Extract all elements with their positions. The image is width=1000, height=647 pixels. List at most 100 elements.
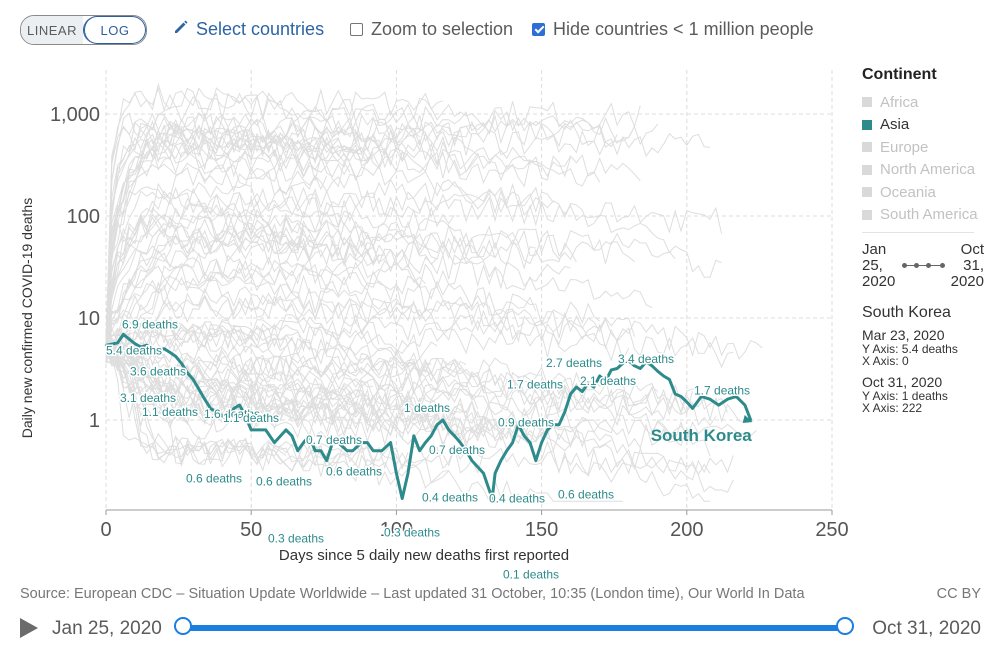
linear-scale-button[interactable]: LINEAR (21, 16, 83, 44)
data-point (221, 414, 224, 417)
legend-item-oceania[interactable]: Oceania (862, 181, 992, 204)
hide-small-countries-toggle[interactable]: Hide countries < 1 million people (532, 16, 814, 42)
x-tick-label: 200 (670, 519, 703, 541)
data-point (284, 428, 288, 432)
legend-item-asia[interactable]: Asia (862, 114, 992, 137)
time-range-indicator: Jan 25, 2020 Oct 31, 2020 (862, 242, 992, 294)
pencil-icon (172, 18, 190, 41)
play-icon[interactable] (20, 618, 38, 638)
data-point (264, 428, 267, 432)
background-country-line (105, 82, 618, 362)
data-annotation: 0.4 deaths (422, 491, 478, 505)
data-point (430, 434, 433, 437)
data-point (674, 392, 677, 396)
data-point (557, 423, 561, 426)
background-country-line (105, 319, 711, 457)
data-point (372, 449, 375, 452)
zoom-label: Zoom to selection (371, 18, 514, 39)
hover-point-start: Mar 23, 2020 Y Axis: 5.4 deaths X Axis: … (862, 328, 992, 368)
hide-small-label: Hide countries < 1 million people (553, 18, 814, 39)
axes: 0 50 100 150 200 250 1 10 100 1,000 (50, 104, 849, 541)
data-point (735, 395, 738, 398)
x-tick-label: 0 (100, 519, 111, 541)
data-point (128, 338, 131, 341)
timeline-end-handle[interactable] (836, 617, 854, 635)
data-point (345, 449, 349, 452)
data-annotation: 2.1 deaths (580, 374, 636, 388)
background-country-line (105, 344, 745, 424)
scale-toggle: LINEAR LOG (20, 15, 147, 45)
timeline-track[interactable] (183, 625, 845, 631)
zoom-to-selection-toggle[interactable]: Zoom to selection (350, 16, 513, 42)
data-point (244, 414, 247, 417)
background-country-line (105, 86, 444, 342)
background-country-line (105, 213, 676, 346)
hover-y: Y Axis: 1 deaths (862, 389, 948, 403)
y-tick-label: 10 (78, 308, 100, 330)
hide-small-checkbox[interactable] (532, 22, 545, 36)
data-point (453, 434, 456, 437)
legend-swatch (862, 164, 872, 175)
data-point (639, 367, 642, 370)
hover-country: South Korea (862, 304, 951, 321)
legend-item-europe[interactable]: Europe (862, 136, 992, 159)
background-country-line (105, 277, 763, 360)
data-point (644, 360, 648, 364)
legend-item-north-america[interactable]: North America (862, 159, 992, 182)
data-annotation: 1.7 deaths (694, 383, 750, 397)
legend-label: Europe (880, 138, 929, 156)
time-dot (902, 263, 907, 268)
background-country-line (105, 328, 293, 362)
hover-y: Y Axis: 5.4 deaths (862, 342, 958, 356)
data-point (250, 428, 253, 432)
data-annotation: 1.1 deaths (223, 411, 279, 425)
data-point (226, 418, 230, 422)
background-country-line (105, 340, 450, 484)
background-country-line (105, 339, 339, 472)
data-point (586, 381, 590, 385)
data-point (592, 385, 596, 389)
data-point (401, 497, 404, 500)
hover-x: X Axis: 0 (862, 354, 909, 368)
data-point (546, 428, 549, 432)
background-country-line (105, 263, 601, 350)
background-country-line (105, 198, 351, 360)
log-scale-button[interactable]: LOG (83, 16, 146, 44)
y-tick-label: 100 (67, 206, 100, 228)
data-point (290, 434, 294, 437)
legend-item-africa[interactable]: Africa (862, 91, 992, 114)
data-point (157, 349, 160, 352)
background-country-line (105, 235, 577, 360)
background-country-line (105, 341, 711, 476)
data-annotation: 0.4 deaths (489, 492, 545, 506)
select-countries-button[interactable]: Select countries (172, 16, 324, 42)
zoom-checkbox[interactable] (350, 22, 363, 36)
legend-item-south-america[interactable]: South America (862, 204, 992, 227)
data-annotation: 3.6 deaths (130, 364, 186, 378)
legend-swatch (862, 97, 872, 108)
data-point (505, 449, 508, 452)
timeline-start-handle[interactable] (174, 617, 192, 635)
select-countries-label: Select countries (196, 18, 325, 39)
data-point (691, 407, 694, 410)
time-range-end: Oct 31, 2020 (950, 241, 984, 290)
data-point (517, 423, 520, 426)
timeline-start-label: Jan 25, 2020 (52, 618, 162, 639)
data-point (209, 407, 212, 410)
data-point (203, 398, 206, 401)
background-country-line (105, 259, 571, 351)
legend-label: South America (880, 206, 978, 224)
time-range-start: Jan 25, 2020 (862, 241, 896, 290)
license-link[interactable]: CC BY (936, 586, 981, 602)
data-annotation: 0.3 deaths (268, 531, 324, 545)
data-annotation: 0.3 deaths (384, 525, 440, 539)
background-country-line (105, 343, 409, 471)
background-country-line (105, 324, 659, 407)
highlighted-series[interactable]: South Korea (104, 332, 753, 500)
data-annotation: 0.6 deaths (186, 472, 242, 486)
background-country-line (105, 144, 374, 339)
data-point (197, 388, 201, 391)
data-point (313, 449, 317, 452)
background-country-line (105, 186, 455, 346)
x-axis-label: Days since 5 daily new deaths first repo… (279, 547, 569, 564)
